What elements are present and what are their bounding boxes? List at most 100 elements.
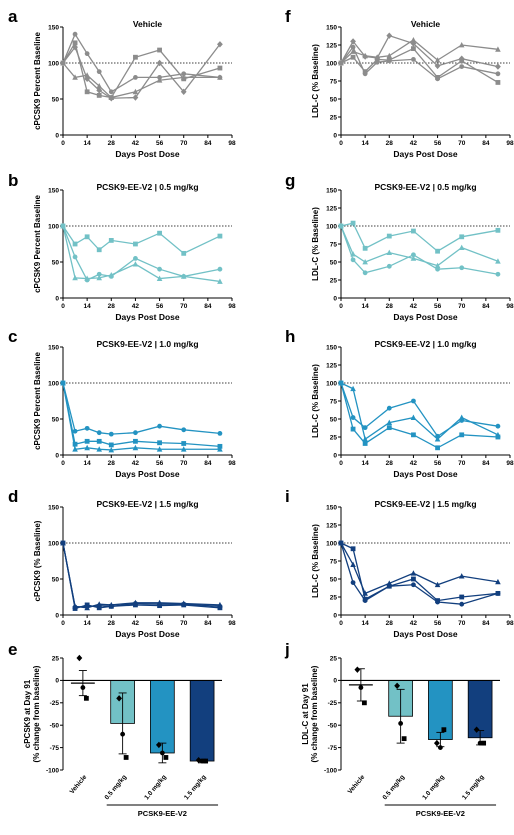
series-line-c-1 bbox=[62, 382, 220, 448]
data-point-a-2-1 bbox=[72, 74, 78, 80]
y-tick-label-g: 100 bbox=[326, 223, 337, 230]
data-point-g-1-4 bbox=[410, 255, 417, 261]
data-point-i-1-4 bbox=[410, 570, 417, 576]
y-tick-label-a: 0 bbox=[55, 132, 59, 139]
data-point-g-0-1 bbox=[350, 220, 356, 226]
error-bar-j-1 bbox=[396, 688, 405, 744]
category-label-e: Vehicle bbox=[69, 773, 89, 795]
individual-point-e-3-0 bbox=[195, 756, 202, 764]
panel-title-d: PCSK9-EE-V2 | 1.5 mg/kg bbox=[96, 499, 198, 509]
data-point-b-1-5 bbox=[133, 256, 138, 261]
y-tick-label-b: 0 bbox=[55, 295, 59, 302]
data-point-h-0-7 bbox=[495, 423, 501, 429]
x-tick-label-g: 42 bbox=[410, 303, 418, 310]
data-point-f-1-5 bbox=[411, 46, 416, 51]
panel-title-a: Vehicle bbox=[133, 19, 163, 29]
category-label-e: 0.5 mg/kg bbox=[104, 774, 129, 801]
x-tick-label-a: 0 bbox=[61, 140, 65, 147]
x-axis-label-c: Days Post Dose bbox=[115, 469, 180, 479]
data-point-a-2-6 bbox=[156, 77, 163, 83]
data-point-f-1-6 bbox=[435, 75, 440, 80]
x-tick-label-h: 56 bbox=[434, 460, 442, 467]
data-point-a-3-0 bbox=[60, 59, 66, 67]
x-tick-label-i: 0 bbox=[339, 620, 343, 627]
data-point-c-0-6 bbox=[157, 423, 162, 429]
panel-label-j: j bbox=[284, 640, 290, 659]
x-tick-label-c: 84 bbox=[204, 460, 212, 467]
y-tick-label-h: 100 bbox=[326, 380, 337, 387]
series-line-h-1 bbox=[340, 382, 499, 441]
data-point-a-3-3 bbox=[96, 87, 103, 94]
category-label-j: 1.0 mg/kg bbox=[421, 774, 446, 801]
series-b-0 bbox=[60, 223, 223, 256]
y-axis-label-e: (% change from baseline) bbox=[32, 665, 41, 762]
y-tick-label-f: 25 bbox=[330, 114, 338, 121]
category-label-e: 1.5 mg/kg bbox=[183, 774, 208, 801]
data-point-c-1-3 bbox=[96, 438, 102, 444]
x-tick-label-h: 98 bbox=[506, 460, 514, 467]
series-line-d-2 bbox=[62, 542, 220, 609]
y-tick-label-e: 0 bbox=[55, 678, 59, 685]
y-tick-label-d: 50 bbox=[52, 576, 60, 583]
data-point-b-1-1 bbox=[72, 254, 78, 260]
y-tick-label-j: -75 bbox=[328, 745, 338, 752]
bar-e-2 bbox=[150, 680, 175, 754]
y-tick-label-c: 0 bbox=[55, 452, 59, 459]
x-axis-label-i: Days Post Dose bbox=[393, 629, 458, 639]
data-point-i-0-1 bbox=[350, 546, 356, 552]
data-point-g-2-0 bbox=[338, 223, 344, 229]
x-tick-label-h: 28 bbox=[386, 460, 394, 467]
x-tick-label-h: 14 bbox=[362, 460, 370, 467]
x-tick-label-i: 14 bbox=[362, 620, 370, 627]
data-point-f-2-1 bbox=[350, 48, 356, 54]
data-point-b-2-7 bbox=[180, 273, 187, 279]
data-point-b-0-1 bbox=[72, 241, 78, 247]
x-tick-label-d: 56 bbox=[156, 620, 164, 627]
series-d-1 bbox=[60, 540, 223, 611]
y-tick-label-h: 150 bbox=[326, 344, 337, 351]
y-tick-label-f: 75 bbox=[330, 78, 338, 85]
data-point-a-0-3 bbox=[96, 69, 102, 75]
data-point-i-1-5 bbox=[434, 581, 441, 588]
data-point-f-1-2 bbox=[362, 69, 368, 75]
series-line-h-0 bbox=[340, 382, 499, 438]
x-tick-label-i: 70 bbox=[458, 620, 466, 627]
data-point-f-3-0 bbox=[338, 59, 344, 67]
data-point-i-0-6 bbox=[459, 594, 465, 600]
y-tick-label-e: -100 bbox=[46, 767, 59, 774]
y-tick-label-j: -25 bbox=[328, 700, 338, 707]
y-tick-label-h: 50 bbox=[330, 416, 338, 423]
x-tick-label-b: 98 bbox=[228, 303, 236, 310]
data-point-i-2-7 bbox=[495, 591, 501, 596]
data-point-f-2-7 bbox=[458, 42, 465, 48]
y-tick-label-c: 150 bbox=[48, 344, 59, 351]
x-tick-label-i: 84 bbox=[482, 620, 490, 627]
y-axis-label-c: cPCSK9 Percent Baseline bbox=[33, 352, 42, 450]
y-tick-label-g: 125 bbox=[326, 205, 337, 212]
y-tick-label-f: 125 bbox=[326, 42, 337, 49]
y-tick-label-e: -25 bbox=[50, 700, 60, 707]
x-axis-label-b: Days Post Dose bbox=[115, 312, 180, 322]
y-tick-label-c: 100 bbox=[48, 380, 59, 387]
data-point-c-2-5 bbox=[132, 444, 139, 451]
data-point-c-0-8 bbox=[217, 431, 223, 436]
data-point-c-2-1 bbox=[72, 446, 78, 452]
data-point-c-1-2 bbox=[84, 438, 90, 444]
x-tick-label-g: 28 bbox=[386, 303, 394, 310]
x-tick-label-a: 28 bbox=[108, 140, 116, 147]
series-line-g-0 bbox=[340, 222, 499, 252]
y-tick-label-f: 100 bbox=[326, 60, 337, 67]
x-tick-label-g: 70 bbox=[458, 303, 466, 310]
x-tick-label-d: 42 bbox=[132, 620, 140, 627]
data-point-f-3-1 bbox=[350, 38, 356, 45]
y-axis-label-d: cPCSK9 (% Baseline) bbox=[33, 520, 42, 601]
series-c-1 bbox=[60, 380, 223, 449]
data-point-b-2-6 bbox=[156, 275, 163, 281]
y-tick-label-f: 0 bbox=[333, 132, 337, 139]
individual-point-e-2-2 bbox=[163, 755, 169, 760]
individual-point-j-2-0 bbox=[433, 739, 440, 747]
data-point-g-1-6 bbox=[458, 244, 465, 250]
x-tick-label-c: 98 bbox=[228, 460, 236, 467]
x-axis-label-a: Days Post Dose bbox=[115, 149, 180, 159]
data-point-b-2-0 bbox=[60, 223, 66, 229]
